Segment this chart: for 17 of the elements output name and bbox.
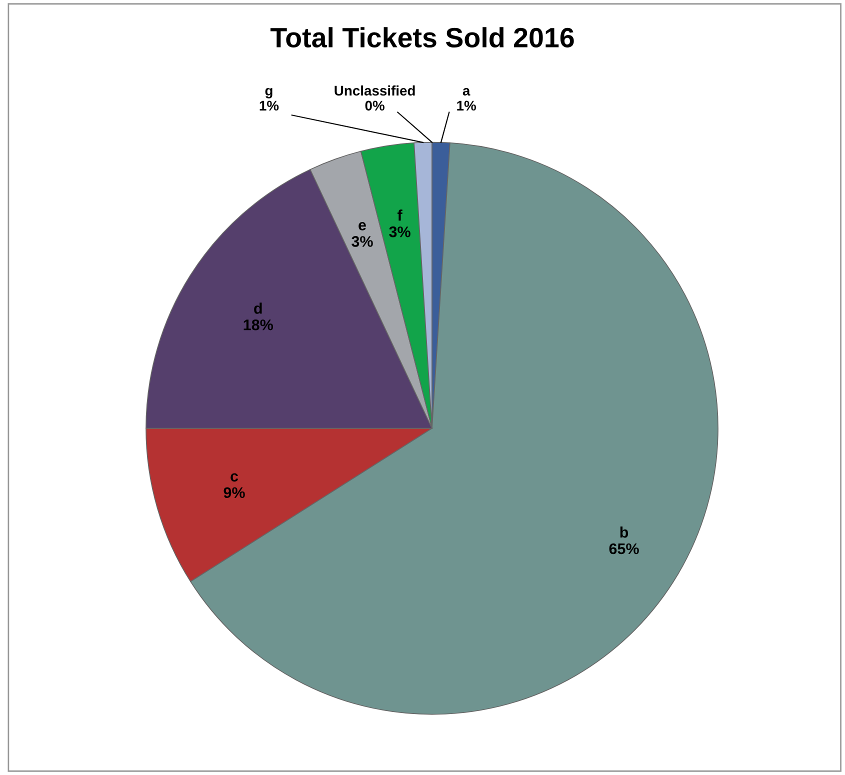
chart-title: Total Tickets Sold 2016: [270, 27, 574, 48]
slice-label: d: [254, 302, 262, 314]
slice-label: e: [358, 222, 366, 230]
data-label: 1%: [457, 100, 476, 111]
data-label: 3%: [389, 226, 410, 238]
data-label: 3%: [352, 236, 373, 247]
data-label: 1%: [260, 100, 279, 111]
data-label: 9%: [224, 487, 245, 498]
slice-label: b: [620, 526, 628, 538]
slice-label: a: [462, 88, 470, 96]
text: 0%: [365, 100, 384, 111]
slice-label: g: [265, 88, 272, 98]
slice-label: f: [398, 210, 402, 221]
slice-label: c: [230, 473, 238, 482]
data-label: 65%: [609, 543, 639, 554]
category-label: Unclassified: [334, 85, 415, 96]
data-label: 18%: [244, 319, 274, 330]
